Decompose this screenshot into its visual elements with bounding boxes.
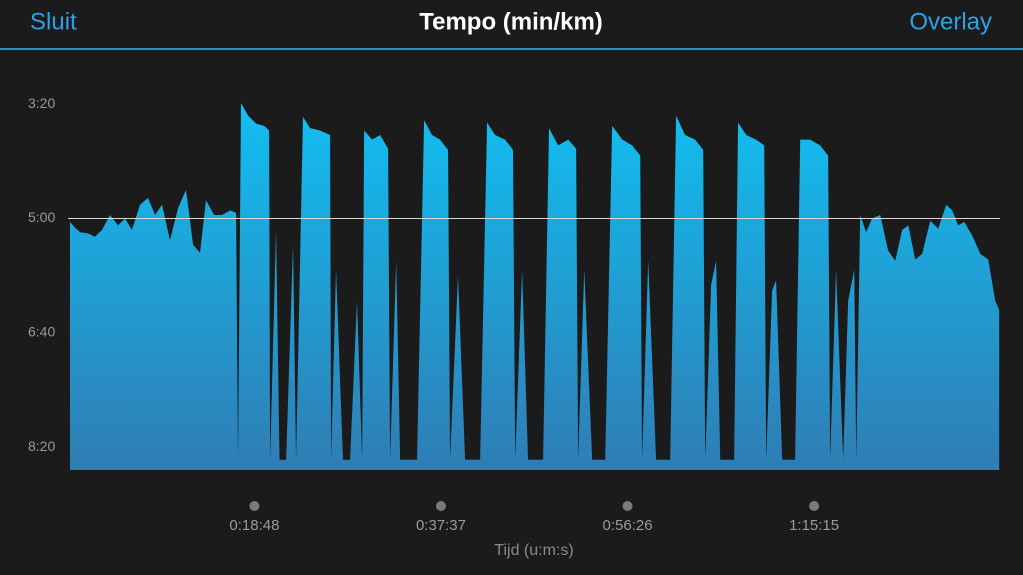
x-tick-dot xyxy=(249,501,260,511)
close-button[interactable]: Sluit xyxy=(30,8,77,35)
x-tick-dot xyxy=(435,501,446,511)
x-tick-label: 0:56:26 xyxy=(603,517,653,534)
y-tick-label: 6:40 xyxy=(28,324,55,340)
y-tick-label: 8:20 xyxy=(28,438,55,454)
y-tick-label: 3:20 xyxy=(28,95,55,111)
x-tick-label: 1:15:15 xyxy=(789,517,839,534)
overlay-button[interactable]: Overlay xyxy=(909,8,992,35)
x-tick-dot xyxy=(622,501,633,511)
x-tick-dot xyxy=(809,501,820,511)
x-tick-label: 0:37:37 xyxy=(416,517,466,534)
y-tick-label: 5:00 xyxy=(28,209,55,225)
header-title: Tempo (min/km) xyxy=(419,8,603,35)
x-axis-label: Tijd (u:m:s) xyxy=(494,542,573,559)
x-tick-label: 0:18:48 xyxy=(229,517,279,534)
pace-area xyxy=(69,103,1000,470)
